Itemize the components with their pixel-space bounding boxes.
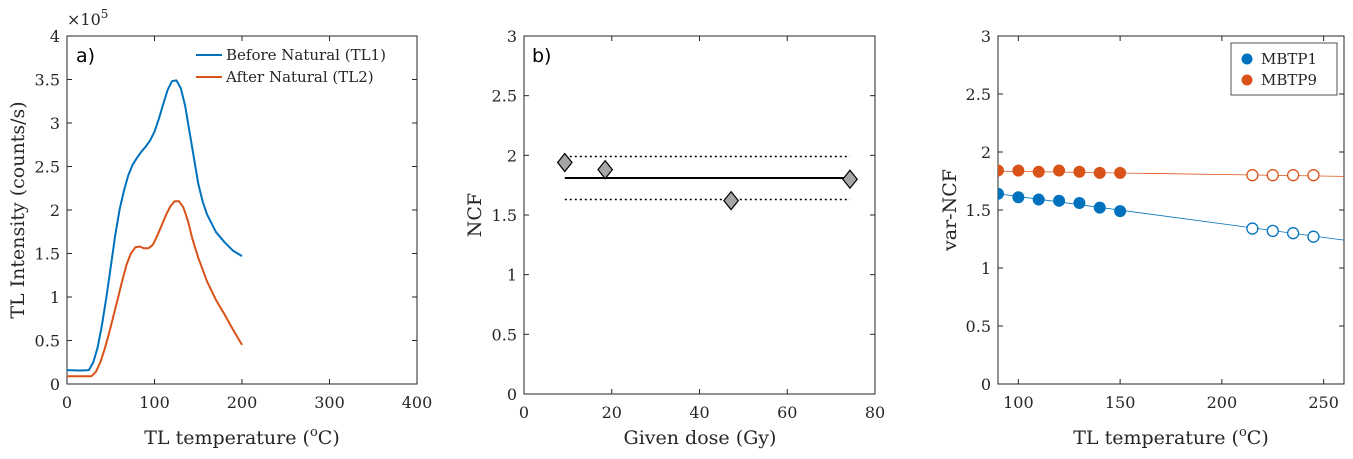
panel-b-xtick-label: 40 bbox=[689, 403, 709, 422]
panel-b-xtick-label: 0 bbox=[519, 403, 529, 422]
panel-c-xlabel-text: TL temperature ( bbox=[1073, 427, 1239, 449]
legend-label-tl1: Before Natural (TL1) bbox=[226, 46, 386, 64]
panel-a-xlabel-degree: o bbox=[310, 425, 318, 440]
point-filled-mbtp9 bbox=[1114, 166, 1127, 179]
panel-a-xtick-label: 200 bbox=[227, 393, 258, 412]
series-line-tl1 bbox=[66, 79, 243, 372]
panel-a-ytick-label: 1.5 bbox=[35, 245, 60, 264]
panel-a-xlabel-text: TL temperature ( bbox=[144, 427, 310, 449]
point-open-mbtp9 bbox=[1266, 169, 1279, 182]
panel-c-xlabel-degree: o bbox=[1239, 425, 1247, 440]
panel-b-ytick-label: 1.5 bbox=[492, 206, 517, 225]
point-filled-mbtp1 bbox=[1032, 193, 1045, 206]
panel-b-ytick-label: 3 bbox=[507, 27, 517, 46]
panel-b-ytick-label: 1 bbox=[507, 266, 517, 285]
panel-a-ytick-label: 1 bbox=[50, 288, 60, 307]
panel-a-ytick-label: 3.5 bbox=[35, 71, 60, 90]
point-filled-mbtp9 bbox=[998, 164, 1004, 177]
point-open-mbtp1 bbox=[1266, 224, 1279, 238]
panel-b-ytick-label: 0.5 bbox=[492, 325, 517, 344]
point-filled-mbtp9 bbox=[1053, 164, 1066, 177]
point-open-mbtp1 bbox=[1286, 227, 1300, 240]
y-multiplier-base: ×10 bbox=[67, 10, 101, 29]
ncf-data-point bbox=[723, 190, 740, 211]
panel-a-xtick-label: 100 bbox=[139, 393, 170, 412]
panel-c-ytick-label: 2 bbox=[981, 143, 991, 162]
panel-a-xlabel-unit: C) bbox=[318, 427, 340, 449]
legend-label-mbtp9: MBTP9 bbox=[1261, 71, 1317, 89]
point-open-mbtp9 bbox=[1307, 169, 1320, 182]
legend-label-tl2: After Natural (TL2) bbox=[225, 68, 374, 86]
panel-c-var-ncf-vs-temperature: 100 150 200 250 0 0.5 1 1.5 2 2.5 3 MBTP1 MBTP9 var-N… bbox=[939, 27, 1345, 449]
y-multiplier-exponent: 5 bbox=[101, 7, 109, 21]
panel-b-ncf-vs-dose: 0 20 40 60 80 0 0.5 1 1.5 2 2.5 3 b) NCF Given dose (G… bbox=[464, 27, 885, 449]
point-open-mbtp1 bbox=[1246, 222, 1259, 235]
legend-marker-mbtp1 bbox=[1241, 53, 1253, 65]
panel-c-legend-box bbox=[1230, 42, 1338, 96]
panel-b-xtick-label: 20 bbox=[602, 403, 622, 422]
point-open-mbtp9 bbox=[1286, 169, 1300, 182]
panel-a-ytick-label: 0 bbox=[50, 375, 60, 394]
legend-marker-mbtp9 bbox=[1241, 74, 1253, 86]
panel-c-xtick-label: 250 bbox=[1308, 393, 1339, 412]
point-filled-mbtp9 bbox=[1032, 165, 1045, 178]
point-filled-mbtp1 bbox=[998, 187, 1004, 200]
point-filled-mbtp1 bbox=[1053, 194, 1066, 207]
panel-c-ytick-label: 3 bbox=[981, 27, 991, 46]
panel-c-ylabel: var-NCF bbox=[939, 169, 961, 252]
panel-a-xtick-label: 300 bbox=[314, 393, 345, 412]
panel-b-label: b) bbox=[532, 45, 551, 67]
point-filled-mbtp1 bbox=[1073, 197, 1086, 210]
panel-a-xtick-label: 400 bbox=[402, 393, 433, 412]
panel-a-label: a) bbox=[76, 45, 95, 67]
panel-b-ylabel: NCF bbox=[464, 193, 486, 237]
panel-c-ytick-label: 1 bbox=[981, 259, 991, 278]
panel-b-axes-box bbox=[523, 35, 876, 395]
panel-c-xtick-label: 150 bbox=[1105, 393, 1136, 412]
panel-c-ytick-label: 2.5 bbox=[966, 85, 991, 104]
panel-b-ytick-label: 2 bbox=[507, 146, 517, 165]
panel-a-tl-glow-curves: 0 100 200 300 400 0 0.5 1 1.5 2 2.5 3 3.5 4 Before Nat… bbox=[7, 7, 432, 449]
panel-b-ytick-label: 2.5 bbox=[492, 87, 517, 106]
panel-b-ytick-label: 0 bbox=[507, 385, 517, 404]
panel-b-xlabel: Given dose (Gy) bbox=[624, 427, 777, 449]
panel-a-ytick-label: 2.5 bbox=[35, 158, 60, 177]
panel-b-xtick-label: 60 bbox=[777, 403, 797, 422]
point-filled-mbtp1 bbox=[1114, 205, 1127, 218]
ncf-data-point bbox=[556, 152, 573, 173]
panel-c-ytick-label: 0 bbox=[981, 375, 991, 394]
point-filled-mbtp9 bbox=[1073, 165, 1086, 178]
series-line-tl2 bbox=[67, 200, 243, 378]
point-open-mbtp1 bbox=[1307, 230, 1320, 243]
legend-label-mbtp1: MBTP1 bbox=[1261, 50, 1317, 68]
panel-a-ytick-label: 4 bbox=[50, 27, 60, 46]
ncf-data-point bbox=[597, 159, 614, 180]
panel-c-xtick-label: 100 bbox=[1003, 393, 1034, 412]
point-filled-mbtp9 bbox=[1093, 166, 1106, 179]
panel-c-xtick-label: 200 bbox=[1207, 393, 1238, 412]
panel-c-xlabel: TL temperature (oC) bbox=[1073, 425, 1268, 449]
panel-c-xlabel-unit: C) bbox=[1247, 427, 1269, 449]
points-mbtp1 bbox=[998, 187, 1320, 243]
ncf-data-point bbox=[842, 169, 858, 190]
panel-c-ytick-label: 0.5 bbox=[966, 317, 991, 336]
panel-a-xlabel: TL temperature (oC) bbox=[144, 425, 339, 449]
panel-a-ylabel: TL Intensity (counts/s) bbox=[7, 101, 29, 318]
panel-c-ytick-label: 1.5 bbox=[966, 201, 991, 220]
y-multiplier: ×105 bbox=[67, 7, 108, 29]
panel-b-xtick-label: 80 bbox=[865, 403, 885, 422]
points-mbtp9 bbox=[998, 164, 1320, 182]
point-open-mbtp9 bbox=[1246, 169, 1259, 182]
panel-a-ytick-label: 3 bbox=[50, 114, 60, 133]
point-filled-mbtp9 bbox=[1012, 164, 1025, 177]
panel-a-xtick-label: 0 bbox=[62, 393, 72, 412]
panel-a-ytick-label: 2 bbox=[50, 201, 60, 220]
point-filled-mbtp1 bbox=[1012, 191, 1025, 204]
panel-a-ytick-label: 0.5 bbox=[35, 332, 60, 351]
point-filled-mbtp1 bbox=[1093, 201, 1106, 214]
